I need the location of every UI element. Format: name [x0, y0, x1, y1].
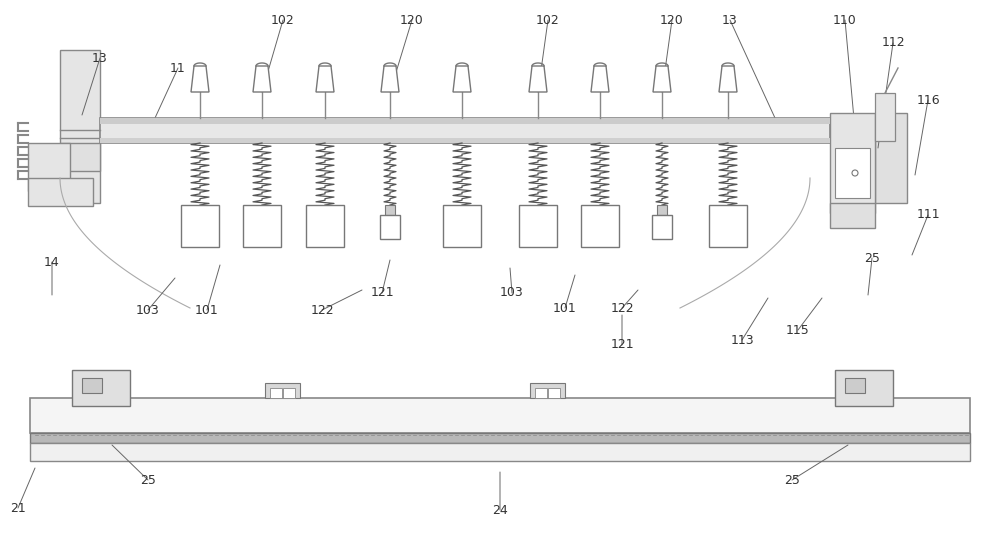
Polygon shape [253, 66, 271, 92]
Bar [581, 205, 619, 247]
Bar [845, 378, 865, 393]
Bar [875, 93, 895, 141]
Text: 115: 115 [786, 323, 810, 337]
Text: 102: 102 [271, 14, 295, 26]
Text: 121: 121 [370, 287, 394, 300]
Bar [875, 113, 907, 203]
Bar [265, 383, 300, 398]
Polygon shape [316, 66, 334, 92]
Text: 21: 21 [10, 501, 26, 515]
Bar [283, 388, 295, 398]
Bar [30, 398, 970, 433]
Polygon shape [529, 66, 547, 92]
Text: 102: 102 [536, 14, 560, 26]
Text: 101: 101 [195, 304, 219, 316]
Bar [100, 118, 830, 143]
Bar [443, 205, 481, 247]
Bar [306, 205, 344, 247]
Polygon shape [591, 66, 609, 92]
Text: 116: 116 [916, 94, 940, 106]
Bar [30, 443, 970, 461]
Text: 103: 103 [136, 304, 160, 316]
Bar [385, 205, 395, 215]
Bar [835, 370, 893, 406]
Bar [100, 138, 830, 143]
Text: 122: 122 [610, 301, 634, 315]
Bar [28, 143, 70, 191]
Bar [100, 118, 830, 124]
Text: 25: 25 [864, 251, 880, 264]
Text: 14: 14 [44, 256, 60, 268]
Text: 24: 24 [492, 504, 508, 516]
Bar [28, 178, 93, 206]
Polygon shape [653, 66, 671, 92]
Text: 25: 25 [784, 473, 800, 487]
Text: 120: 120 [660, 14, 684, 26]
Bar [181, 205, 219, 247]
Bar [535, 388, 547, 398]
Bar [652, 215, 672, 239]
Text: 111: 111 [916, 208, 940, 222]
Bar [519, 205, 557, 247]
Bar [30, 433, 970, 443]
Text: 120: 120 [400, 14, 424, 26]
Polygon shape [719, 66, 737, 92]
Polygon shape [453, 66, 471, 92]
Text: 122: 122 [310, 304, 334, 316]
Bar [830, 203, 875, 228]
Bar [82, 378, 102, 393]
Bar [709, 205, 747, 247]
Bar [548, 388, 560, 398]
Text: 121: 121 [610, 338, 634, 352]
Bar [60, 143, 100, 171]
Text: 11: 11 [170, 62, 186, 74]
Bar [270, 388, 282, 398]
Text: 103: 103 [500, 287, 524, 300]
Bar [60, 50, 100, 203]
Bar [835, 148, 870, 198]
Text: 25: 25 [140, 473, 156, 487]
Circle shape [852, 170, 858, 176]
Polygon shape [381, 66, 399, 92]
Text: 13: 13 [92, 51, 108, 64]
Bar [657, 205, 667, 215]
Text: 101: 101 [553, 301, 577, 315]
Bar [530, 383, 565, 398]
Bar [243, 205, 281, 247]
Bar [380, 215, 400, 239]
Text: 113: 113 [730, 333, 754, 347]
Bar [72, 370, 130, 406]
Text: 13: 13 [722, 14, 738, 26]
Text: 110: 110 [833, 14, 857, 26]
Polygon shape [191, 66, 209, 92]
Text: 112: 112 [881, 36, 905, 50]
Bar [830, 113, 875, 213]
